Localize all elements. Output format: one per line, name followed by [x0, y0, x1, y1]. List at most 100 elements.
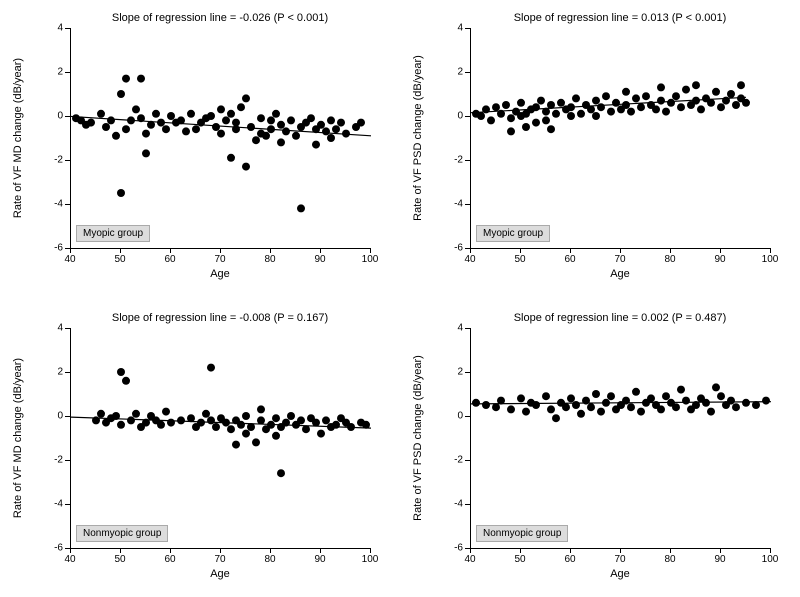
data-point — [477, 112, 485, 120]
data-point — [702, 399, 710, 407]
data-point — [692, 81, 700, 89]
data-point — [117, 189, 125, 197]
data-point — [192, 125, 200, 133]
data-point — [637, 103, 645, 111]
data-point — [672, 92, 680, 100]
group-label-badge: Nonmyopic group — [76, 525, 168, 542]
y-tick — [465, 204, 470, 205]
data-point — [712, 383, 720, 391]
data-point — [232, 119, 240, 127]
data-point — [332, 125, 340, 133]
data-point — [317, 430, 325, 438]
data-point — [222, 116, 230, 124]
data-point — [297, 204, 305, 212]
y-tick-label: 4 — [57, 323, 63, 334]
data-point — [547, 405, 555, 413]
data-point — [727, 90, 735, 98]
y-tick-label: 4 — [457, 323, 463, 334]
x-tick — [70, 248, 71, 253]
data-point — [537, 97, 545, 105]
data-point — [327, 134, 335, 142]
data-point — [322, 416, 330, 424]
x-tick-label: 100 — [362, 554, 379, 565]
scatter-svg — [71, 328, 371, 548]
scatter-svg — [71, 28, 371, 248]
figure-four-panel-scatter: Slope of regression line = -0.026 (P < 0… — [0, 0, 800, 597]
data-point — [517, 394, 525, 402]
y-tick — [65, 28, 70, 29]
data-point — [627, 108, 635, 116]
data-point — [567, 112, 575, 120]
data-point — [137, 75, 145, 83]
data-point — [522, 408, 530, 416]
group-label-badge: Myopic group — [476, 225, 550, 242]
panel-title: Slope of regression line = 0.002 (P = 0.… — [470, 312, 770, 324]
x-axis-label: Age — [470, 568, 770, 580]
data-point — [117, 90, 125, 98]
group-label-badge: Nonmyopic group — [476, 525, 568, 542]
data-point — [492, 103, 500, 111]
y-tick — [465, 72, 470, 73]
data-point — [307, 114, 315, 122]
plot-area — [470, 28, 771, 249]
data-point — [242, 163, 250, 171]
y-tick — [65, 116, 70, 117]
data-point — [197, 419, 205, 427]
x-tick — [270, 248, 271, 253]
y-tick — [65, 548, 70, 549]
data-point — [717, 392, 725, 400]
y-axis-label: Rate of VF MD change (dB/year) — [12, 358, 24, 518]
x-tick — [170, 248, 171, 253]
data-point — [212, 123, 220, 131]
data-point — [732, 101, 740, 109]
data-point — [132, 410, 140, 418]
data-point — [622, 101, 630, 109]
data-point — [622, 397, 630, 405]
y-tick-label: -2 — [54, 155, 63, 166]
y-axis-label: Rate of VF PSD change (dB/year) — [412, 355, 424, 521]
data-point — [207, 364, 215, 372]
x-tick-label: 70 — [614, 554, 625, 565]
y-tick — [465, 372, 470, 373]
x-tick — [770, 548, 771, 553]
data-point — [87, 119, 95, 127]
data-point — [127, 416, 135, 424]
x-tick-label: 70 — [214, 254, 225, 265]
y-tick-label: -2 — [54, 455, 63, 466]
x-tick-label: 90 — [314, 554, 325, 565]
data-point — [542, 116, 550, 124]
x-tick — [770, 248, 771, 253]
y-tick — [65, 248, 70, 249]
data-point — [562, 403, 570, 411]
x-tick-label: 60 — [564, 254, 575, 265]
data-point — [227, 425, 235, 433]
x-tick — [270, 548, 271, 553]
data-point — [627, 403, 635, 411]
data-point — [257, 114, 265, 122]
data-point — [542, 392, 550, 400]
data-point — [122, 75, 130, 83]
x-tick-label: 80 — [664, 554, 675, 565]
data-point — [167, 112, 175, 120]
data-point — [657, 405, 665, 413]
y-tick-label: 4 — [57, 23, 63, 34]
data-point — [667, 99, 675, 107]
x-tick-label: 80 — [264, 554, 275, 565]
y-tick-label: -6 — [454, 243, 463, 254]
data-point — [217, 105, 225, 113]
y-tick — [465, 248, 470, 249]
x-tick — [670, 548, 671, 553]
panel-title: Slope of regression line = 0.013 (P < 0.… — [470, 12, 770, 24]
data-point — [657, 83, 665, 91]
x-tick — [320, 548, 321, 553]
data-point — [507, 114, 515, 122]
data-point — [322, 127, 330, 135]
data-point — [237, 421, 245, 429]
data-point — [742, 399, 750, 407]
panel-title: Slope of regression line = -0.026 (P < 0… — [70, 12, 370, 24]
data-point — [647, 394, 655, 402]
x-tick-label: 70 — [614, 254, 625, 265]
y-tick-label: -6 — [54, 543, 63, 554]
y-tick-label: -6 — [54, 243, 63, 254]
data-point — [227, 154, 235, 162]
